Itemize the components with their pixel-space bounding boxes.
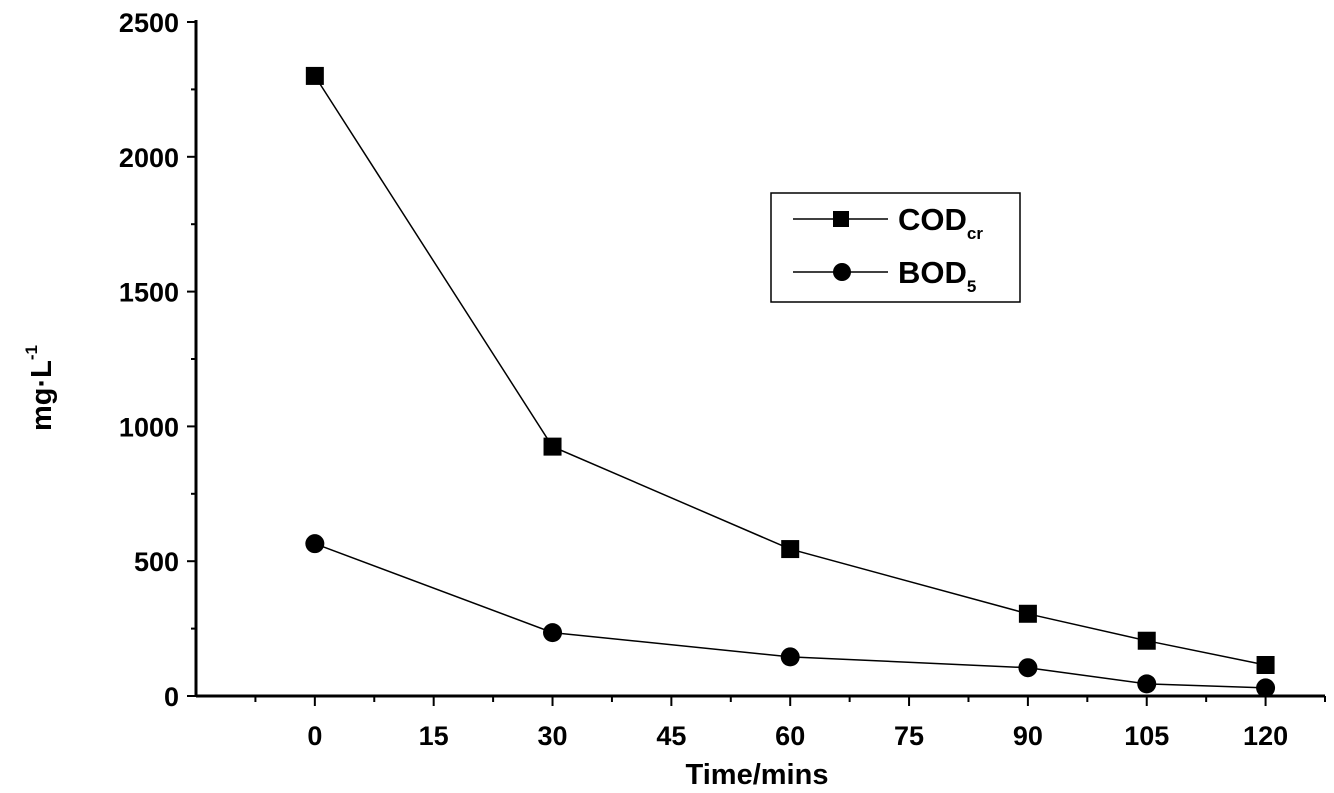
y-axis-title: mg·L-1	[22, 345, 58, 431]
series-layer	[305, 66, 1276, 698]
y-axis-title-sup: -1	[22, 345, 41, 360]
data-point-cod	[1137, 631, 1156, 650]
data-point-bod	[305, 534, 325, 554]
series-line-cod	[314, 75, 1266, 666]
legend-frame	[770, 192, 1021, 303]
y-tick-label: 0	[164, 682, 179, 712]
series-bod	[305, 534, 1276, 698]
x-axis-title: Time/mins	[686, 759, 829, 791]
y-axis-ticks: 0 500 1000 1500 2000 2500	[119, 8, 196, 712]
data-point-bod	[1137, 674, 1157, 694]
x-tick-label: 15	[419, 721, 449, 751]
x-tick-label: 0	[307, 721, 322, 751]
legend-label-cod-main: COD	[898, 202, 967, 237]
data-point-cod	[1256, 655, 1275, 674]
y-tick-label: 1000	[119, 412, 179, 442]
x-tick-label: 120	[1243, 721, 1288, 751]
y-tick-label: 2000	[119, 143, 179, 173]
legend-label-bod-sub: 5	[967, 277, 976, 296]
x-tick-label: 60	[775, 721, 805, 751]
x-tick-label: 30	[538, 721, 568, 751]
data-point-bod	[543, 623, 563, 643]
data-point-bod	[1018, 658, 1038, 678]
axes	[194, 20, 1325, 698]
x-axis-ticks: 0 15 30 45 60 75 90 105 120	[254, 696, 1326, 751]
y-tick-label: 2500	[119, 8, 179, 38]
y-axis-title-base: mg·L	[26, 360, 58, 431]
y-tick-label: 1500	[119, 278, 179, 308]
legend-marker-bod	[833, 263, 851, 281]
x-tick-label: 90	[1013, 721, 1043, 751]
series-cod	[305, 66, 1275, 674]
data-point-bod	[780, 647, 800, 667]
data-point-cod	[1018, 604, 1037, 623]
data-point-bod	[1256, 678, 1276, 698]
legend-label-cod: CODcr	[898, 202, 983, 243]
legend-label-bod-main: BOD	[898, 255, 967, 290]
legend: CODcr BOD5	[770, 192, 1021, 303]
data-point-cod	[781, 540, 800, 559]
y-tick-label: 500	[134, 547, 179, 577]
x-tick-label: 45	[656, 721, 686, 751]
legend-label-cod-sub: cr	[967, 224, 983, 243]
data-point-cod	[543, 437, 562, 456]
data-point-cod	[305, 66, 324, 85]
legend-label-bod: BOD5	[898, 255, 976, 296]
x-tick-label: 75	[894, 721, 924, 751]
series-line-bod	[314, 542, 1266, 689]
legend-marker-cod	[833, 211, 849, 227]
x-tick-label: 105	[1124, 721, 1169, 751]
